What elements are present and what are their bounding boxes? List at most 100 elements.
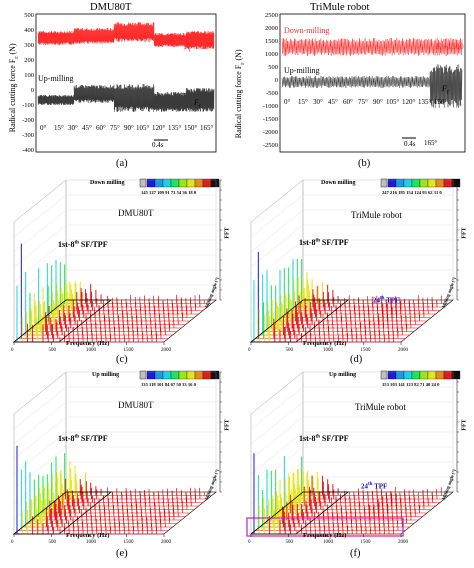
ytick: 2500 — [265, 12, 278, 19]
annotation: 1st-8th SF/TPF — [58, 434, 108, 443]
angle-label: 120° — [152, 124, 166, 132]
panel-d: Down milling 247 216 185 154 124 93 62 3… — [237, 178, 474, 373]
svg-text:1000: 1000 — [323, 348, 334, 353]
angle-label: 45° — [328, 98, 338, 106]
svg-text:500: 500 — [286, 348, 294, 353]
svg-text:500: 500 — [286, 540, 294, 545]
panel-b-curve-top: Fr+1500 — [436, 42, 464, 54]
colorbar-mode: Down milling — [90, 180, 125, 186]
svg-text:2000: 2000 — [161, 348, 172, 353]
panel-a-curve-bot: Fr — [194, 98, 202, 110]
panel-b-scale: 0.4s — [404, 140, 416, 148]
panel-b-label-up: Up-milling — [284, 66, 320, 75]
svg-text:500: 500 — [49, 540, 57, 545]
angle-label: 15° — [298, 98, 308, 106]
angle-label: 135° — [418, 98, 432, 106]
panel-a-scale: 0.4s — [152, 141, 164, 149]
angle-label: 120° — [402, 98, 416, 106]
colorbar-ticks: 145 127 109 91 73 54 36 18 0 — [141, 190, 197, 195]
tpf-annotation: 24th TPF — [373, 296, 400, 305]
colorbar — [139, 178, 220, 188]
panel-b-curve-bot: Fr — [442, 84, 450, 96]
svg-text:500: 500 — [49, 348, 57, 353]
colorbar-mode: Up milling — [92, 372, 120, 378]
colorbar-mode: Up milling — [329, 372, 357, 378]
panel-b-caption: (b) — [358, 158, 371, 169]
fft-waterfall: 0 500 1000 1500 2000 — [11, 179, 222, 353]
colorbar-ticks: 153 103 141 123 82 71 40 24 0 — [382, 382, 440, 387]
panel-b-plot — [279, 13, 466, 153]
panel-a-title: DMU80T — [90, 2, 132, 13]
angle-label: 0° — [40, 124, 47, 132]
zlabel: FFT — [224, 227, 231, 239]
zlabel: FFT — [224, 419, 231, 431]
panel-a-curve-top: Fr+500 — [184, 42, 208, 54]
svg-text:1500: 1500 — [124, 348, 135, 353]
ytick: -200 — [22, 117, 34, 124]
panel-f: Up milling 153 103 141 123 82 71 40 24 0… — [237, 370, 474, 565]
panel-a-label-up: Up-milling — [38, 74, 74, 83]
svg-text:1000: 1000 — [86, 540, 97, 545]
colorbar-mode: Down milling — [321, 180, 356, 186]
xlabel: Frequency (Hz) — [303, 532, 347, 539]
angle-label: 15° — [54, 124, 64, 132]
angle-label: 135° — [168, 124, 182, 132]
panel-b-yticks: 2500 2000 1500 1000 500 0 -500 -1000 -15… — [252, 12, 278, 149]
xlabel: Frequency (Hz) — [66, 532, 110, 539]
svg-text:2000: 2000 — [398, 348, 409, 353]
ytick: 1000 — [265, 51, 278, 58]
plot-title: DMU80T — [118, 400, 154, 410]
angle-label: 45° — [82, 124, 92, 132]
colorbar — [139, 370, 220, 380]
angle-label: 0° — [284, 98, 291, 106]
colorbar-ticks: 247 216 185 154 124 93 62 31 0 — [382, 190, 442, 195]
svg-text:0: 0 — [11, 540, 14, 545]
panel-a-plot — [35, 13, 217, 153]
ytick: -2000 — [262, 129, 278, 136]
ytick: -400 — [22, 147, 34, 154]
annotation: 1st-8th SF/TPF — [299, 238, 349, 247]
ytick: 2000 — [265, 25, 278, 32]
plot-title: DMU80T — [118, 208, 154, 218]
panel-b-ylabel: Radical cutting force Fr (N) — [234, 49, 246, 139]
colorbar-ticks: 135 118 101 84 67 50 33 16 0 — [141, 382, 196, 387]
ytick: -2500 — [262, 142, 278, 149]
panel-a-yticks: 500 400 300 200 100 0 -100 -200 -300 -40… — [16, 12, 34, 154]
plot-title: TriMule robot — [351, 210, 402, 220]
panel-b-label-down: Down-milling — [284, 26, 330, 35]
ytick: -300 — [22, 132, 34, 139]
ytick: 400 — [24, 27, 34, 34]
svg-text:2000: 2000 — [161, 540, 172, 545]
panel-e: Up milling 135 118 101 84 67 50 33 16 0 … — [0, 370, 237, 565]
fft-waterfall: 0 500 1000 1500 2000 — [246, 371, 459, 545]
angle-label: 30° — [313, 98, 323, 106]
panel-d-caption: (d) — [350, 354, 363, 365]
zlabel: FFT — [461, 227, 468, 239]
angle-label: 75° — [358, 98, 368, 106]
panel-a-label-down: Down-milling — [38, 30, 84, 39]
svg-text:1500: 1500 — [124, 540, 135, 545]
svg-text:1500: 1500 — [361, 348, 372, 353]
svg-text:1500: 1500 — [361, 540, 372, 545]
xlabel: Frequency (Hz) — [303, 340, 347, 347]
ytick: 0 — [30, 87, 34, 94]
tpf-annotation: 24th TPF — [361, 482, 388, 491]
svg-text:0: 0 — [248, 348, 251, 353]
ytick: 200 — [24, 57, 34, 64]
svg-text:0: 0 — [11, 348, 14, 353]
angle-label: 105° — [136, 124, 150, 132]
panel-b-title: TriMule robot — [310, 2, 370, 13]
xlabel: Frequency (Hz) — [66, 340, 110, 347]
angle-label: 90° — [373, 98, 383, 106]
up-milling-signal — [281, 64, 463, 108]
ytick: -100 — [22, 102, 34, 109]
svg-text:1000: 1000 — [86, 348, 97, 353]
ytick: 300 — [24, 42, 34, 49]
svg-text:2000: 2000 — [398, 540, 409, 545]
angle-label: 75° — [110, 124, 120, 132]
angle-label: 60° — [343, 98, 353, 106]
angle-label: 60° — [96, 124, 106, 132]
angle-label: 165° — [200, 124, 214, 132]
panel-c: Down milling 145 127 109 91 73 54 36 18 … — [0, 178, 237, 373]
up-milling-signal — [37, 84, 215, 113]
